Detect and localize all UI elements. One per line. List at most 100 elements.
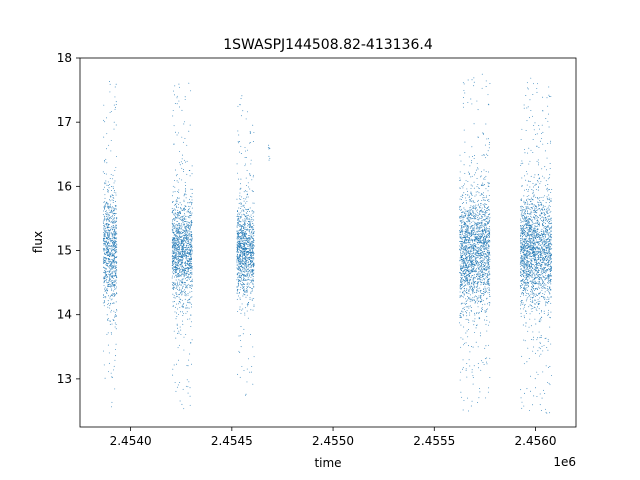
data-point: [106, 289, 108, 291]
data-point: [108, 262, 109, 264]
data-point: [247, 262, 249, 264]
data-point: [470, 279, 471, 281]
data-point: [469, 238, 471, 240]
data-point: [466, 265, 468, 267]
data-point: [178, 263, 180, 264]
data-point: [112, 265, 114, 267]
data-point: [488, 294, 490, 296]
data-point: [188, 260, 190, 262]
data-point: [111, 225, 113, 227]
data-point: [249, 274, 251, 276]
data-point: [179, 382, 181, 383]
data-point: [104, 232, 106, 234]
data-point: [473, 252, 475, 254]
data-point: [470, 265, 472, 266]
data-point: [179, 269, 181, 271]
data-point: [184, 161, 186, 163]
data-point: [465, 268, 466, 270]
data-point: [238, 246, 240, 248]
data-point: [112, 202, 114, 204]
data-point: [115, 212, 117, 214]
data-point: [241, 261, 243, 263]
data-point: [240, 255, 242, 257]
data-point: [116, 156, 118, 157]
data-point: [237, 221, 239, 223]
data-point: [113, 209, 115, 211]
data-point: [115, 246, 117, 248]
data-point: [179, 275, 181, 277]
data-point: [183, 200, 185, 202]
data-point: [105, 210, 107, 212]
data-point: [176, 223, 178, 225]
data-point: [246, 238, 248, 240]
data-point: [252, 215, 254, 217]
data-point: [182, 243, 184, 245]
data-point: [481, 207, 483, 209]
data-point: [178, 359, 179, 361]
data-point: [172, 240, 173, 242]
data-point: [488, 274, 490, 276]
data-point: [251, 235, 253, 237]
data-point: [111, 186, 113, 187]
data-point: [471, 209, 473, 211]
data-point: [184, 230, 186, 232]
data-point: [183, 278, 185, 280]
data-point: [243, 204, 245, 206]
data-point: [252, 383, 254, 385]
data-point: [471, 257, 473, 259]
data-point: [186, 238, 188, 240]
data-point: [172, 368, 174, 370]
data-point: [174, 306, 176, 308]
data-point: [113, 245, 115, 247]
data-point: [180, 232, 182, 234]
data-point: [176, 265, 178, 266]
data-point: [243, 369, 245, 371]
data-point: [176, 205, 177, 207]
data-point: [184, 250, 185, 252]
data-point: [190, 238, 192, 240]
data-point: [236, 273, 238, 275]
data-point: [102, 214, 104, 216]
data-point: [175, 216, 176, 218]
data-point: [172, 115, 174, 117]
data-point: [112, 207, 114, 209]
data-point: [244, 249, 246, 251]
data-point: [114, 240, 116, 242]
data-point: [466, 216, 468, 218]
data-point: [175, 206, 177, 208]
data-point: [473, 215, 474, 217]
data-point: [114, 275, 116, 277]
data-point: [185, 197, 187, 199]
data-point: [103, 227, 105, 229]
data-point: [480, 210, 482, 212]
data-point: [467, 227, 469, 229]
data-point: [472, 286, 474, 288]
data-point: [106, 314, 108, 316]
data-point: [465, 210, 467, 212]
data-point: [191, 202, 193, 204]
data-point: [461, 238, 463, 240]
data-point: [245, 150, 246, 152]
data-point: [186, 252, 188, 254]
data-point: [249, 266, 251, 268]
data-point: [107, 202, 108, 204]
data-point: [188, 225, 190, 227]
data-point: [103, 258, 105, 260]
data-point: [174, 254, 176, 256]
data-point: [180, 256, 182, 257]
data-point: [236, 243, 238, 245]
data-point: [182, 229, 184, 231]
data-point: [479, 211, 481, 213]
data-point: [471, 201, 473, 203]
data-point: [253, 132, 255, 133]
data-point: [461, 278, 463, 280]
data-point: [481, 309, 483, 311]
data-point: [115, 227, 116, 229]
data-point: [477, 289, 479, 291]
data-point: [188, 202, 190, 204]
data-point: [184, 248, 186, 250]
data-point: [172, 225, 174, 227]
data-point: [113, 222, 115, 224]
data-point: [176, 239, 178, 241]
data-point: [109, 245, 111, 247]
